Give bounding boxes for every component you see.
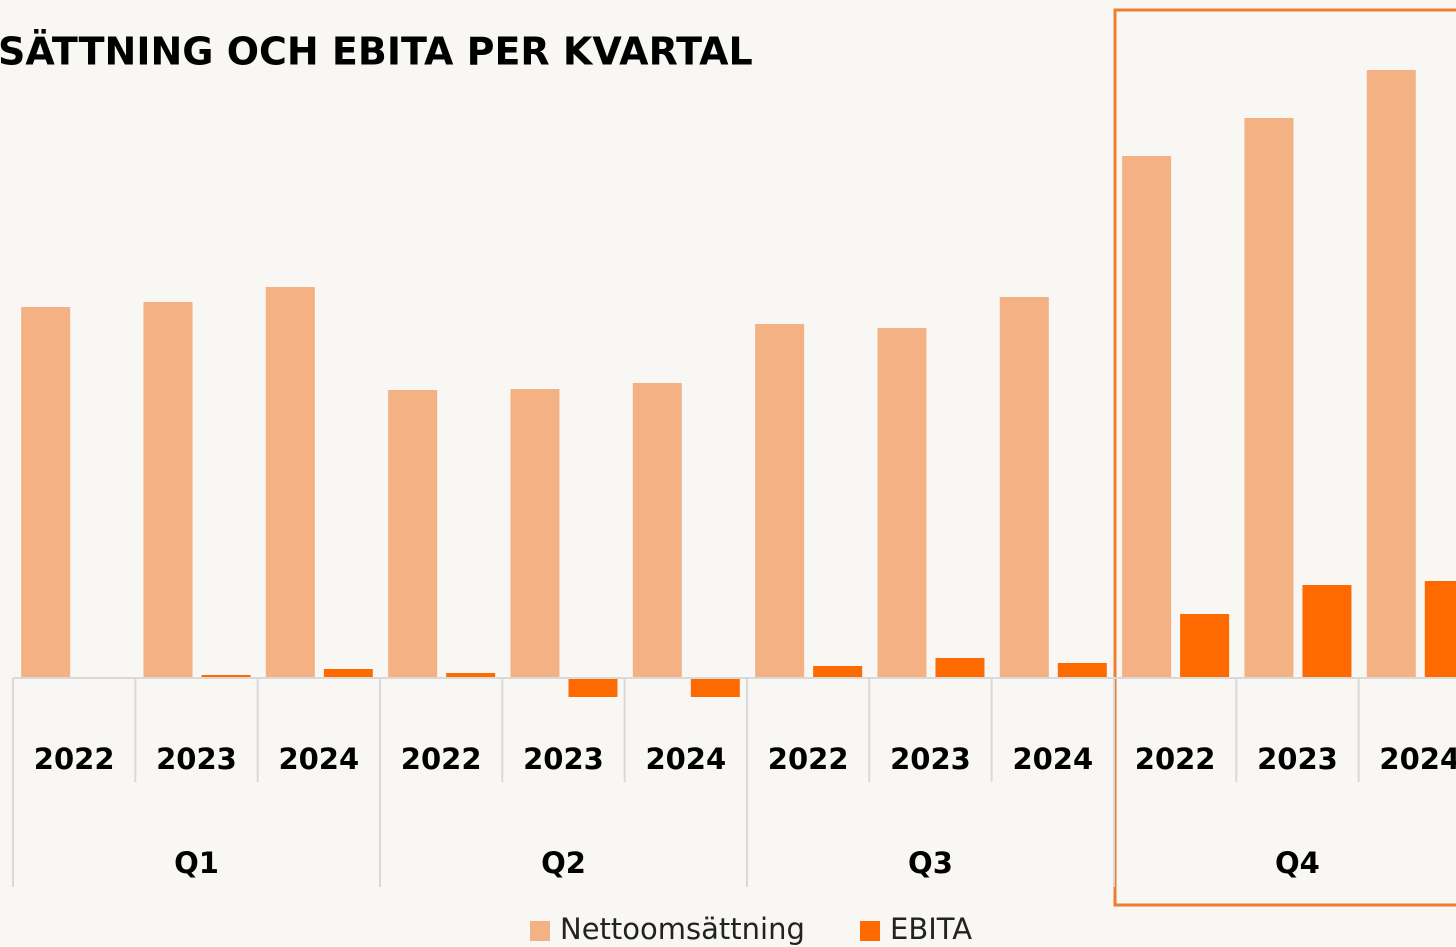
- bar: [143, 302, 193, 678]
- bar: [568, 678, 618, 697]
- bar: [446, 673, 496, 678]
- bar: [877, 328, 927, 678]
- highlight-frame: [1113, 8, 1456, 907]
- bar: [1302, 585, 1352, 678]
- x-tick-label: 2022: [34, 742, 115, 776]
- group-label: Q3: [908, 846, 953, 880]
- bar: [201, 675, 251, 678]
- x-tick-label: 2023: [523, 742, 604, 776]
- chart-title: SÄTTNING OCH EBITA PER KVARTAL: [0, 30, 753, 74]
- bar: [388, 390, 438, 678]
- bar: [935, 658, 985, 678]
- group-label: Q2: [541, 846, 586, 880]
- bar: [265, 287, 315, 678]
- bar: [1057, 663, 1107, 678]
- bar: [755, 324, 805, 678]
- bar: [1122, 156, 1172, 678]
- bar: [690, 678, 740, 697]
- bar: [510, 389, 560, 678]
- bar: [999, 297, 1049, 678]
- legend-label: EBITA: [890, 912, 972, 946]
- x-tick-label: 2022: [768, 742, 849, 776]
- bar: [323, 669, 373, 678]
- x-tick-label: 2023: [1257, 742, 1338, 776]
- x-tick-label: 2024: [278, 742, 359, 776]
- bar: [632, 383, 682, 678]
- bar: [1424, 581, 1456, 678]
- legend-label: Nettoomsättning: [560, 912, 805, 946]
- bar: [1366, 70, 1416, 678]
- legend-swatch: [860, 921, 880, 941]
- group-label: Q4: [1275, 846, 1320, 880]
- x-tick-label: 2022: [1135, 742, 1216, 776]
- bar: [1180, 614, 1230, 678]
- x-tick-label: 2023: [890, 742, 971, 776]
- x-tick-label: 2024: [1379, 742, 1456, 776]
- bar: [21, 307, 71, 678]
- x-tick-label: 2023: [156, 742, 237, 776]
- bar: [1244, 118, 1294, 678]
- x-tick-label: 2024: [1012, 742, 1093, 776]
- x-tick-label: 2024: [645, 742, 726, 776]
- group-label: Q1: [174, 846, 219, 880]
- bar: [813, 666, 863, 678]
- legend-swatch: [530, 921, 550, 941]
- x-tick-label: 2022: [401, 742, 482, 776]
